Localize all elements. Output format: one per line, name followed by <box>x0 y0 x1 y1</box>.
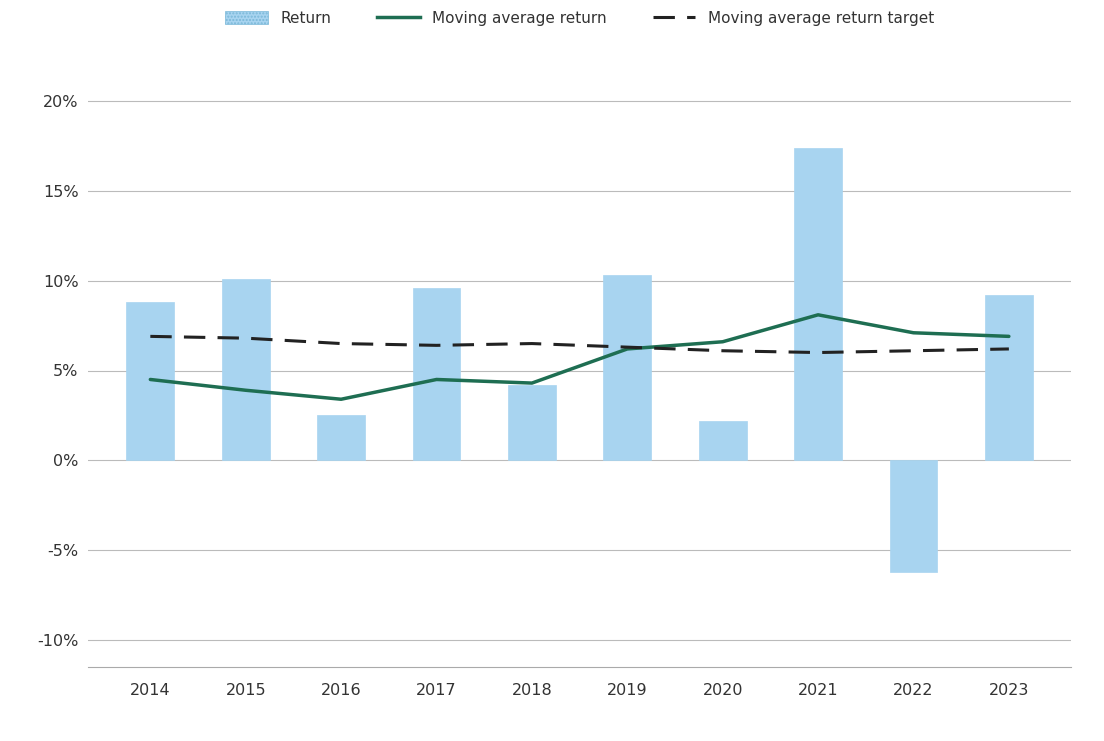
Bar <box>604 276 651 460</box>
Bar <box>317 416 365 460</box>
Bar <box>890 460 937 572</box>
Bar <box>508 385 555 460</box>
Bar <box>222 279 269 460</box>
Bar <box>794 147 842 460</box>
Bar <box>699 421 746 460</box>
Bar <box>413 288 460 460</box>
Bar <box>127 302 174 460</box>
Legend: Return, Moving average return, Moving average return target: Return, Moving average return, Moving av… <box>220 4 940 32</box>
Bar <box>985 295 1032 460</box>
